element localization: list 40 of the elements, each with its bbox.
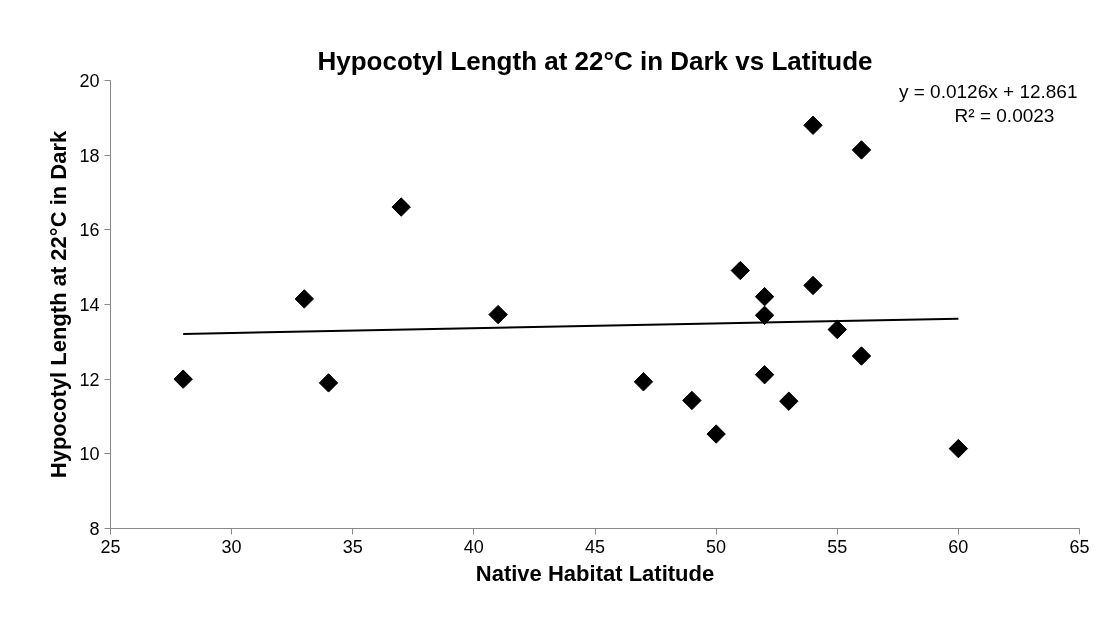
x-tick-label: 60 — [948, 536, 969, 557]
x-tick-label: 25 — [100, 536, 121, 557]
x-tick-label: 30 — [221, 536, 242, 557]
point — [754, 305, 775, 326]
point — [948, 438, 969, 459]
x-tick-label: 55 — [827, 536, 848, 557]
point — [754, 364, 775, 385]
y-tick-label: 18 — [79, 145, 100, 166]
y-tick-label: 20 — [79, 71, 100, 91]
x-tick-label: 40 — [463, 536, 484, 557]
point — [803, 275, 823, 296]
point — [633, 372, 654, 392]
y-tick-label: 14 — [79, 295, 100, 315]
point — [682, 390, 702, 411]
x-tick-label: 50 — [706, 536, 727, 557]
y-tick-label: 10 — [79, 444, 100, 465]
point — [488, 304, 508, 325]
y-axis-title: Hypocotyl Length at 22°C in Dark — [46, 130, 72, 479]
point — [294, 289, 314, 309]
y-tick-label: 8 — [89, 519, 100, 539]
point — [779, 391, 799, 411]
chart-title: Hypocotyl Length at 22°C in Dark vs Latitude — [317, 45, 873, 76]
point — [851, 140, 872, 160]
point — [391, 197, 411, 217]
point — [803, 115, 823, 135]
annotation: y = 0.0126x + 12.861 — [898, 81, 1078, 102]
x-axis-title: Native Habitat Latitude — [475, 560, 715, 586]
point — [706, 424, 726, 444]
x-tick-label: 45 — [584, 536, 606, 557]
x-tick-label: 65 — [1069, 536, 1090, 557]
point — [851, 346, 872, 366]
y-tick-label: 12 — [79, 369, 100, 390]
annotation: R² = 0.0023 — [954, 105, 1055, 126]
point — [318, 373, 339, 393]
point — [173, 369, 193, 389]
x-tick-label: 35 — [342, 536, 363, 557]
point — [827, 319, 847, 340]
point — [730, 260, 751, 281]
y-tick-label: 16 — [79, 220, 100, 241]
point — [754, 286, 775, 307]
